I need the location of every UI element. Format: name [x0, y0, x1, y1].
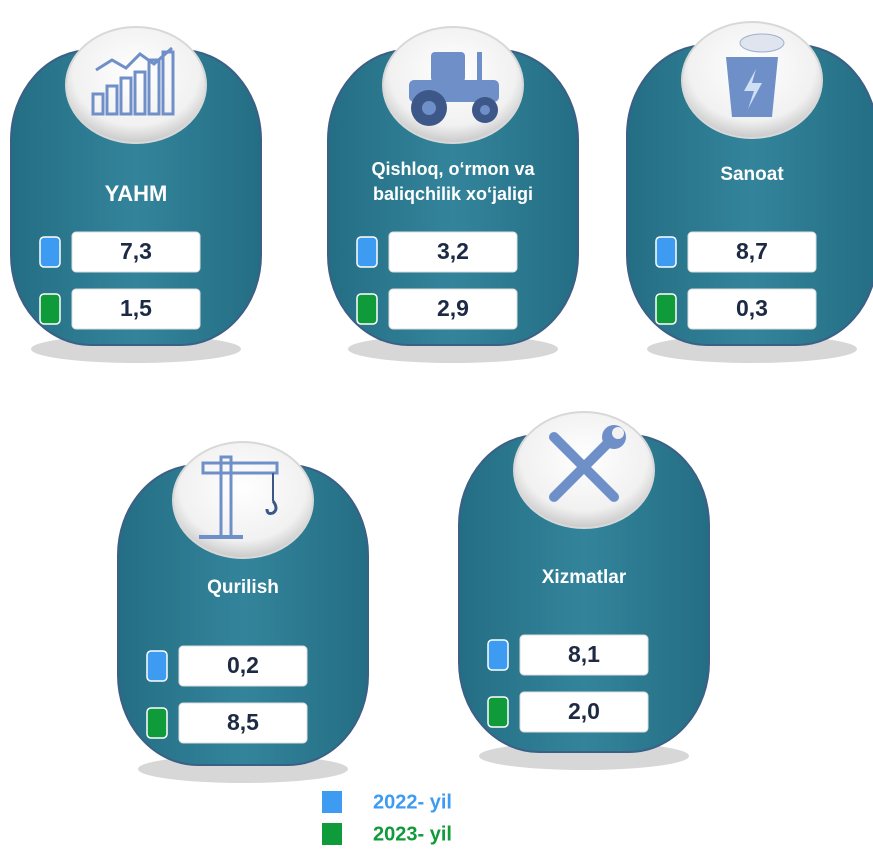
value: 1,5 [120, 295, 152, 321]
icon-part [477, 52, 482, 80]
icon-part [133, 70, 147, 116]
card: Qishloq, o‘rmon va baliqchilik xo‘jaligi 3… [327, 26, 579, 363]
icon-part [739, 33, 785, 53]
value-box [71, 231, 201, 273]
value-box [687, 231, 817, 273]
icon-part [91, 92, 105, 116]
value: 7,3 [120, 238, 152, 264]
year-swatch [146, 650, 168, 682]
card: Xizmatlar 8,1 2,0 [458, 411, 710, 770]
year-swatch [39, 236, 61, 268]
icon-disc [172, 441, 314, 559]
card-title: Sanoat [720, 164, 784, 185]
icon-part [105, 84, 119, 116]
card-title: Qurilish [207, 577, 279, 598]
value: 2,9 [437, 295, 469, 321]
legend-swatch [322, 823, 342, 845]
icon-part [265, 500, 278, 515]
icon-part [549, 436, 615, 502]
value-box [71, 288, 201, 330]
icon-part [147, 58, 161, 116]
icon-part [201, 461, 279, 475]
icon-part [199, 535, 243, 539]
card: Sanoat 8,7 0,3 [626, 21, 873, 363]
card-title: Qishloq, o‘rmon va [371, 159, 535, 179]
value-box [519, 634, 649, 676]
value: 8,5 [227, 709, 259, 735]
year-swatch [356, 293, 378, 325]
value: 8,1 [568, 641, 600, 667]
year-swatch [655, 293, 677, 325]
value-box [178, 645, 308, 687]
year-swatch [356, 236, 378, 268]
icon-part [119, 76, 133, 116]
legend-label: 2022- yil [373, 791, 452, 813]
icon-part [422, 101, 436, 115]
card-title: baliqchilik xo‘jaligi [373, 184, 533, 204]
icon-part [744, 69, 762, 109]
value: 3,2 [437, 238, 469, 264]
value-box [519, 691, 649, 733]
value: 0,2 [227, 652, 259, 678]
value: 8,7 [736, 238, 768, 264]
card-title: YAHM [105, 181, 168, 206]
card-title: Xizmatlar [542, 567, 627, 588]
year-swatch [487, 639, 509, 671]
value-box [687, 288, 817, 330]
year-swatch [146, 707, 168, 739]
card: Qurilish 0,2 8,5 [117, 441, 369, 783]
year-swatch [655, 236, 677, 268]
value-box [388, 288, 518, 330]
icon-part [95, 46, 173, 72]
value: 2,0 [568, 698, 600, 724]
value-box [388, 231, 518, 273]
legend-label: 2023- yil [373, 823, 452, 845]
value-box [178, 702, 308, 744]
card: YAHM 7,3 1,5 [10, 26, 262, 363]
icon-part [480, 105, 490, 115]
icon-part [431, 52, 465, 82]
year-swatch [487, 696, 509, 728]
legend-swatch [322, 791, 342, 813]
icon-part [612, 427, 624, 439]
value: 0,3 [736, 295, 768, 321]
year-swatch [39, 293, 61, 325]
